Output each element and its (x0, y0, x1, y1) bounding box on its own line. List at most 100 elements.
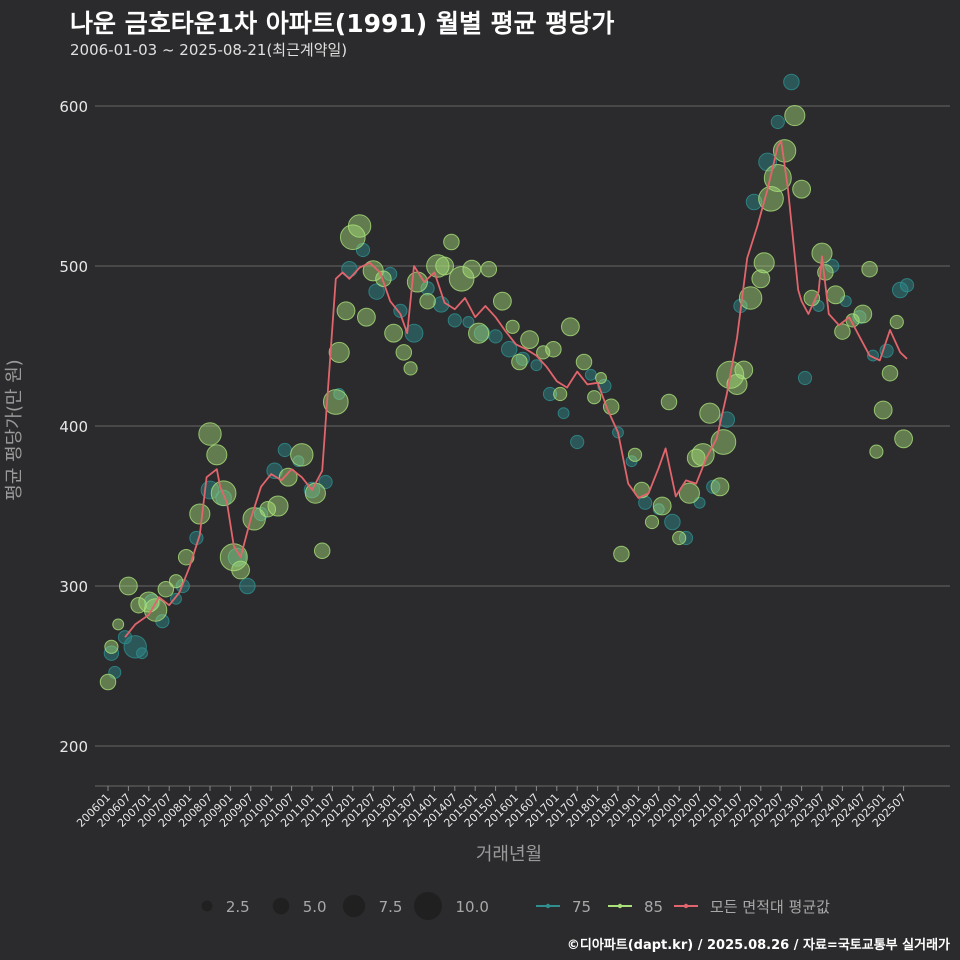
point-85 (545, 340, 562, 358)
point-75 (745, 193, 763, 211)
point-85 (206, 444, 228, 466)
point-85 (104, 639, 119, 654)
point-85 (678, 482, 700, 504)
legend: 2.5 5.0 7.5 10.0 75 85 모든 면적대 평균값 (201, 892, 830, 920)
point-75 (530, 359, 543, 372)
legend-key-dot (545, 903, 551, 909)
point-75 (706, 479, 721, 494)
point-75 (404, 323, 424, 343)
point-85 (468, 322, 490, 344)
point-75 (891, 281, 909, 299)
point-75 (368, 283, 385, 300)
y-tick-label: 500 (59, 258, 88, 276)
point-75 (488, 329, 503, 344)
legend-size-circle (201, 900, 213, 912)
source-credit: ©디아파트(dapt.kr) / 2025.08.26 / 자료=국토교통부 실… (566, 938, 950, 953)
point-75 (718, 411, 736, 428)
point-85 (561, 317, 580, 337)
point-85 (448, 265, 475, 292)
point-85 (443, 233, 460, 251)
series-85-points (99, 105, 913, 691)
point-75 (123, 635, 147, 659)
axes: 2006012006072007012007072008012008072009… (74, 785, 950, 830)
x-axis-title: 거래년월 (476, 844, 542, 865)
point-85 (889, 314, 904, 330)
legend-item-label: 75 (572, 898, 591, 916)
point-85 (691, 443, 715, 467)
point-85 (419, 292, 436, 310)
point-75 (136, 647, 148, 660)
y-tick-label: 200 (59, 738, 88, 756)
point-85 (699, 402, 721, 424)
y-tick-label: 400 (59, 418, 88, 436)
point-85 (753, 252, 775, 274)
point-85 (881, 364, 899, 382)
point-85 (347, 214, 372, 238)
average-price-line (124, 140, 908, 638)
point-85 (834, 323, 851, 340)
point-85 (231, 560, 251, 580)
point-75 (570, 434, 585, 450)
point-85 (168, 574, 184, 589)
legend-item-label: 모든 면적대 평균값 (710, 898, 830, 916)
point-75 (253, 506, 269, 522)
point-85 (784, 105, 806, 127)
point-75 (825, 258, 840, 274)
point-85 (480, 260, 498, 278)
grid-lines: 200 300 400 500 600 (59, 98, 950, 756)
point-85 (660, 393, 678, 411)
point-85 (157, 580, 175, 598)
point-85 (328, 341, 350, 363)
point-85 (403, 361, 418, 376)
point-75 (584, 368, 597, 381)
point-85 (826, 285, 845, 305)
point-75 (393, 303, 408, 318)
point-85 (511, 353, 528, 371)
point-85 (873, 400, 893, 420)
legend-key-dot (617, 903, 623, 909)
point-85 (99, 673, 117, 691)
point-75 (770, 114, 785, 130)
point-75 (239, 577, 256, 595)
point-85 (177, 548, 195, 566)
point-85 (426, 254, 450, 278)
point-85 (313, 542, 331, 560)
point-85 (869, 444, 884, 459)
series-75-points (103, 73, 915, 679)
point-85 (493, 291, 512, 311)
chart-title: 나운 금호타운1차 아파트(1991) 월별 평균 평당가 (70, 9, 615, 38)
point-75 (783, 73, 800, 91)
point-85 (861, 260, 878, 278)
y-tick-label: 300 (59, 578, 88, 596)
point-85 (894, 429, 913, 449)
point-85 (259, 500, 277, 518)
legend-size-circle (414, 892, 442, 920)
point-85 (520, 330, 539, 350)
point-85 (267, 495, 289, 517)
point-85 (130, 596, 147, 614)
point-85 (375, 270, 392, 288)
point-85 (435, 256, 455, 276)
point-85 (575, 353, 593, 371)
point-75 (664, 513, 681, 531)
point-75 (500, 340, 518, 358)
point-85 (587, 390, 602, 405)
point-85 (290, 443, 314, 467)
point-85 (644, 514, 660, 530)
point-85 (734, 360, 754, 380)
point-75 (839, 295, 852, 308)
average-line (124, 140, 908, 638)
point-75 (447, 313, 462, 328)
point-85 (758, 185, 784, 212)
legend-item-label: 85 (644, 898, 663, 916)
point-85 (278, 467, 298, 487)
point-85 (726, 373, 748, 395)
point-85 (553, 386, 568, 402)
legend-size-label: 5.0 (303, 898, 327, 916)
legend-size-label: 7.5 (379, 898, 403, 916)
point-75 (432, 296, 450, 313)
point-85 (189, 503, 211, 525)
point-85 (112, 618, 125, 631)
point-75 (899, 278, 915, 293)
